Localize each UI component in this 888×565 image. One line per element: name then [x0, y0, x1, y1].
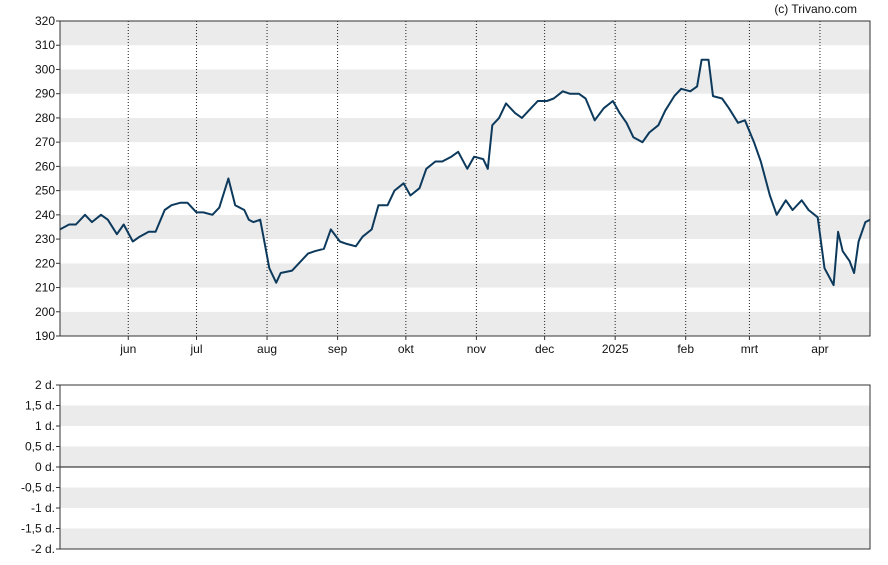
credit-text: (c) Trivano.com — [774, 2, 857, 16]
price-y-tick-label: 190 — [35, 329, 55, 343]
secondary-plot-frame — [59, 384, 871, 550]
price-x-tick-label: sep — [328, 342, 348, 356]
price-x-tick-label: jun — [119, 342, 136, 356]
secondary-y-tick-label: -1 d. — [31, 501, 55, 515]
price-x-tick-label: apr — [811, 342, 828, 356]
secondary-grid-band — [60, 487, 870, 508]
price-x-tick-label: jul — [190, 342, 203, 356]
secondary-grid-band — [60, 467, 870, 488]
price-grid-bands — [60, 21, 870, 336]
price-y-tick-label: 310 — [35, 38, 55, 52]
price-y-tick-label: 300 — [35, 62, 55, 76]
secondary-grid-band — [60, 446, 870, 467]
price-x-tick-label: feb — [677, 342, 694, 356]
secondary-y-tick-label: -2 d. — [31, 542, 55, 556]
price-grid-band — [60, 45, 870, 70]
price-y-tick-label: 230 — [35, 232, 55, 246]
price-y-tick-label: 200 — [35, 305, 55, 319]
price-grid-band — [60, 287, 870, 312]
secondary-chart: 2 d. 1,5 d. 1 d. 0,5 d. 0 d. -0,5 d. -1 d. -1,5… — [21, 378, 871, 556]
secondary-y-axis: 2 d. 1,5 d. 1 d. 0,5 d. 0 d. -0,5 d. -1 d. -1,5… — [21, 378, 60, 556]
price-x-tick-label: okt — [398, 342, 415, 356]
secondary-y-tick-label: -0,5 d. — [21, 481, 55, 495]
price-y-tick-label: 290 — [35, 87, 55, 101]
secondary-grid-band — [60, 508, 870, 529]
price-x-tick-label: 2025 — [602, 342, 629, 356]
price-y-axis: 190 200 210 220 230 240 250 260 270 280 290 300 310 3… — [35, 14, 60, 343]
secondary-grid-bands — [60, 385, 870, 549]
price-grid-band — [60, 214, 870, 240]
price-plot-frame — [59, 20, 871, 337]
price-grid-band — [60, 142, 870, 167]
price-grid-band — [60, 263, 870, 288]
price-y-tick-label: 280 — [35, 111, 55, 125]
price-x-tick-label: dec — [535, 342, 554, 356]
secondary-y-tick-label: 1 d. — [35, 419, 55, 433]
price-grid-band — [60, 69, 870, 94]
price-x-tick-label: mrt — [741, 342, 759, 356]
price-series-line — [59, 58, 871, 287]
secondary-grid-band — [60, 528, 870, 549]
price-grid-band — [60, 21, 870, 46]
secondary-grid-band — [60, 426, 870, 447]
price-chart: 190 200 210 220 230 240 250 260 270 280 290 300 310 3… — [35, 14, 871, 356]
price-y-tick-label: 250 — [35, 184, 55, 198]
price-grid-band — [60, 117, 870, 143]
price-grid-band — [60, 166, 870, 191]
price-y-tick-label: 270 — [35, 135, 55, 149]
price-y-tick-label: 220 — [35, 256, 55, 270]
price-y-tick-label: 210 — [35, 281, 55, 295]
secondary-y-tick-label: 2 d. — [35, 378, 55, 392]
price-grid-band — [60, 93, 870, 118]
price-y-tick-label: 320 — [35, 14, 55, 28]
price-grid-band — [60, 239, 870, 264]
price-x-tick-label: aug — [257, 342, 277, 356]
price-grid-band — [60, 311, 870, 336]
price-x-axis: jun jul aug sep okt nov dec 2025 feb mrt apr — [119, 336, 829, 356]
secondary-y-tick-label: 0 d. — [35, 460, 55, 474]
secondary-y-tick-label: 1,5 d. — [25, 399, 55, 413]
secondary-y-tick-label: 0,5 d. — [25, 440, 55, 454]
secondary-grid-band — [60, 385, 870, 406]
price-y-tick-label: 240 — [35, 208, 55, 222]
price-y-tick-label: 260 — [35, 159, 55, 173]
price-x-tick-label: nov — [467, 342, 486, 356]
secondary-grid-band — [60, 405, 870, 426]
secondary-y-tick-label: -1,5 d. — [21, 522, 55, 536]
